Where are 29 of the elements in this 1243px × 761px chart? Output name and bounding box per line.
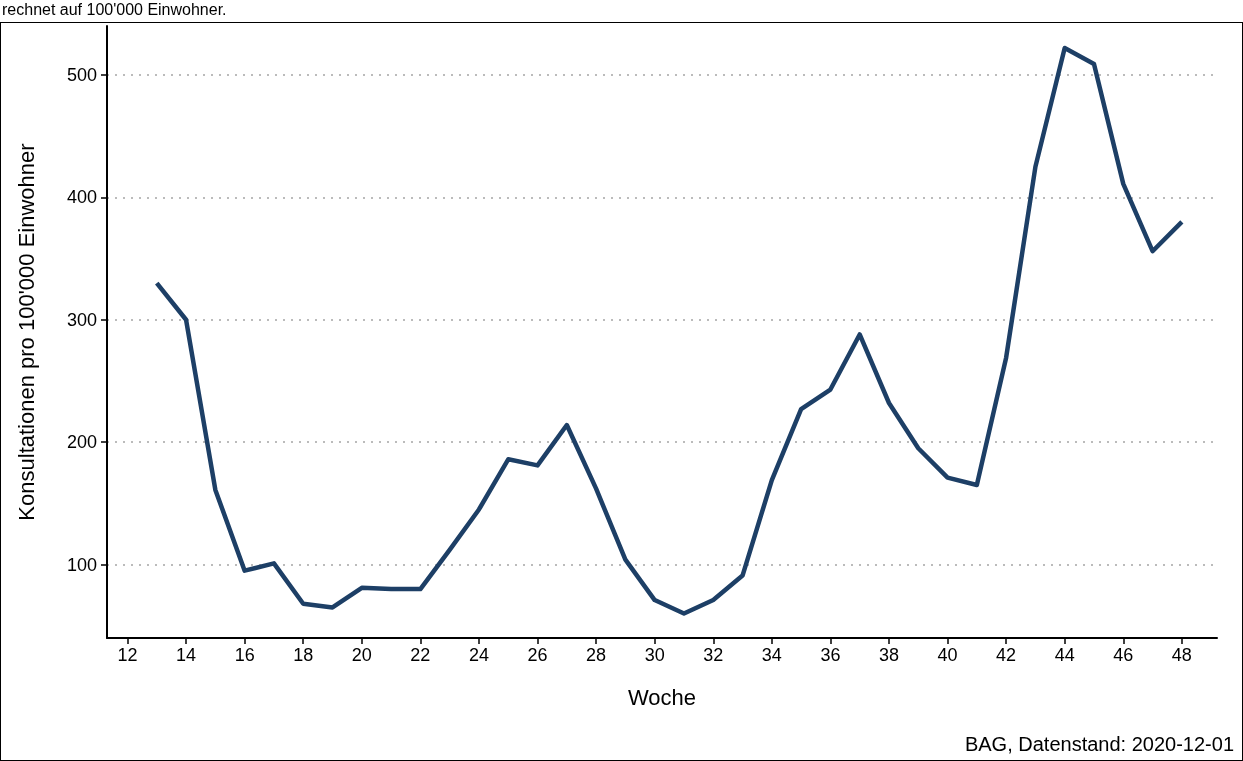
x-tick-label: 24 — [468, 645, 489, 665]
x-tick-label: 26 — [527, 645, 548, 665]
y-tick-label: 500 — [66, 64, 97, 85]
y-axis-title: Konsultationen pro 100'000 Einwohner — [13, 143, 39, 521]
x-tick-label: 38 — [878, 645, 899, 665]
x-axis-title: Woche — [627, 684, 697, 710]
y-tick-label: 300 — [66, 309, 97, 330]
chart-subtitle: rechnet auf 100'000 Einwohner. — [2, 0, 227, 20]
x-tick-label: 22 — [410, 645, 431, 665]
x-tick-label: 42 — [996, 645, 1017, 665]
x-tick-label: 44 — [1054, 645, 1075, 665]
x-tick-label: 18 — [293, 645, 314, 665]
y-tick-label: 200 — [66, 432, 97, 453]
x-tick-label: 46 — [1113, 645, 1134, 665]
y-tick-label: 100 — [66, 554, 97, 575]
x-tick-label: 20 — [351, 645, 372, 665]
x-tick-label: 30 — [644, 645, 665, 665]
text: BAG, Datenstand: 2020-12-01 — [964, 733, 1234, 755]
x-tick-label: 34 — [761, 645, 782, 665]
x-tick-label: 40 — [937, 645, 958, 665]
y-tick-label: 400 — [66, 187, 97, 208]
x-tick-label: 16 — [234, 645, 255, 665]
x-tick-label: 28 — [586, 645, 607, 665]
x-tick-label: 14 — [176, 645, 197, 665]
x-tick-label: 48 — [1171, 645, 1192, 665]
x-tick-label: 32 — [703, 645, 724, 665]
x-tick-label: 12 — [117, 645, 138, 665]
line-series — [154, 45, 1185, 616]
x-tick-label: 36 — [820, 645, 841, 665]
